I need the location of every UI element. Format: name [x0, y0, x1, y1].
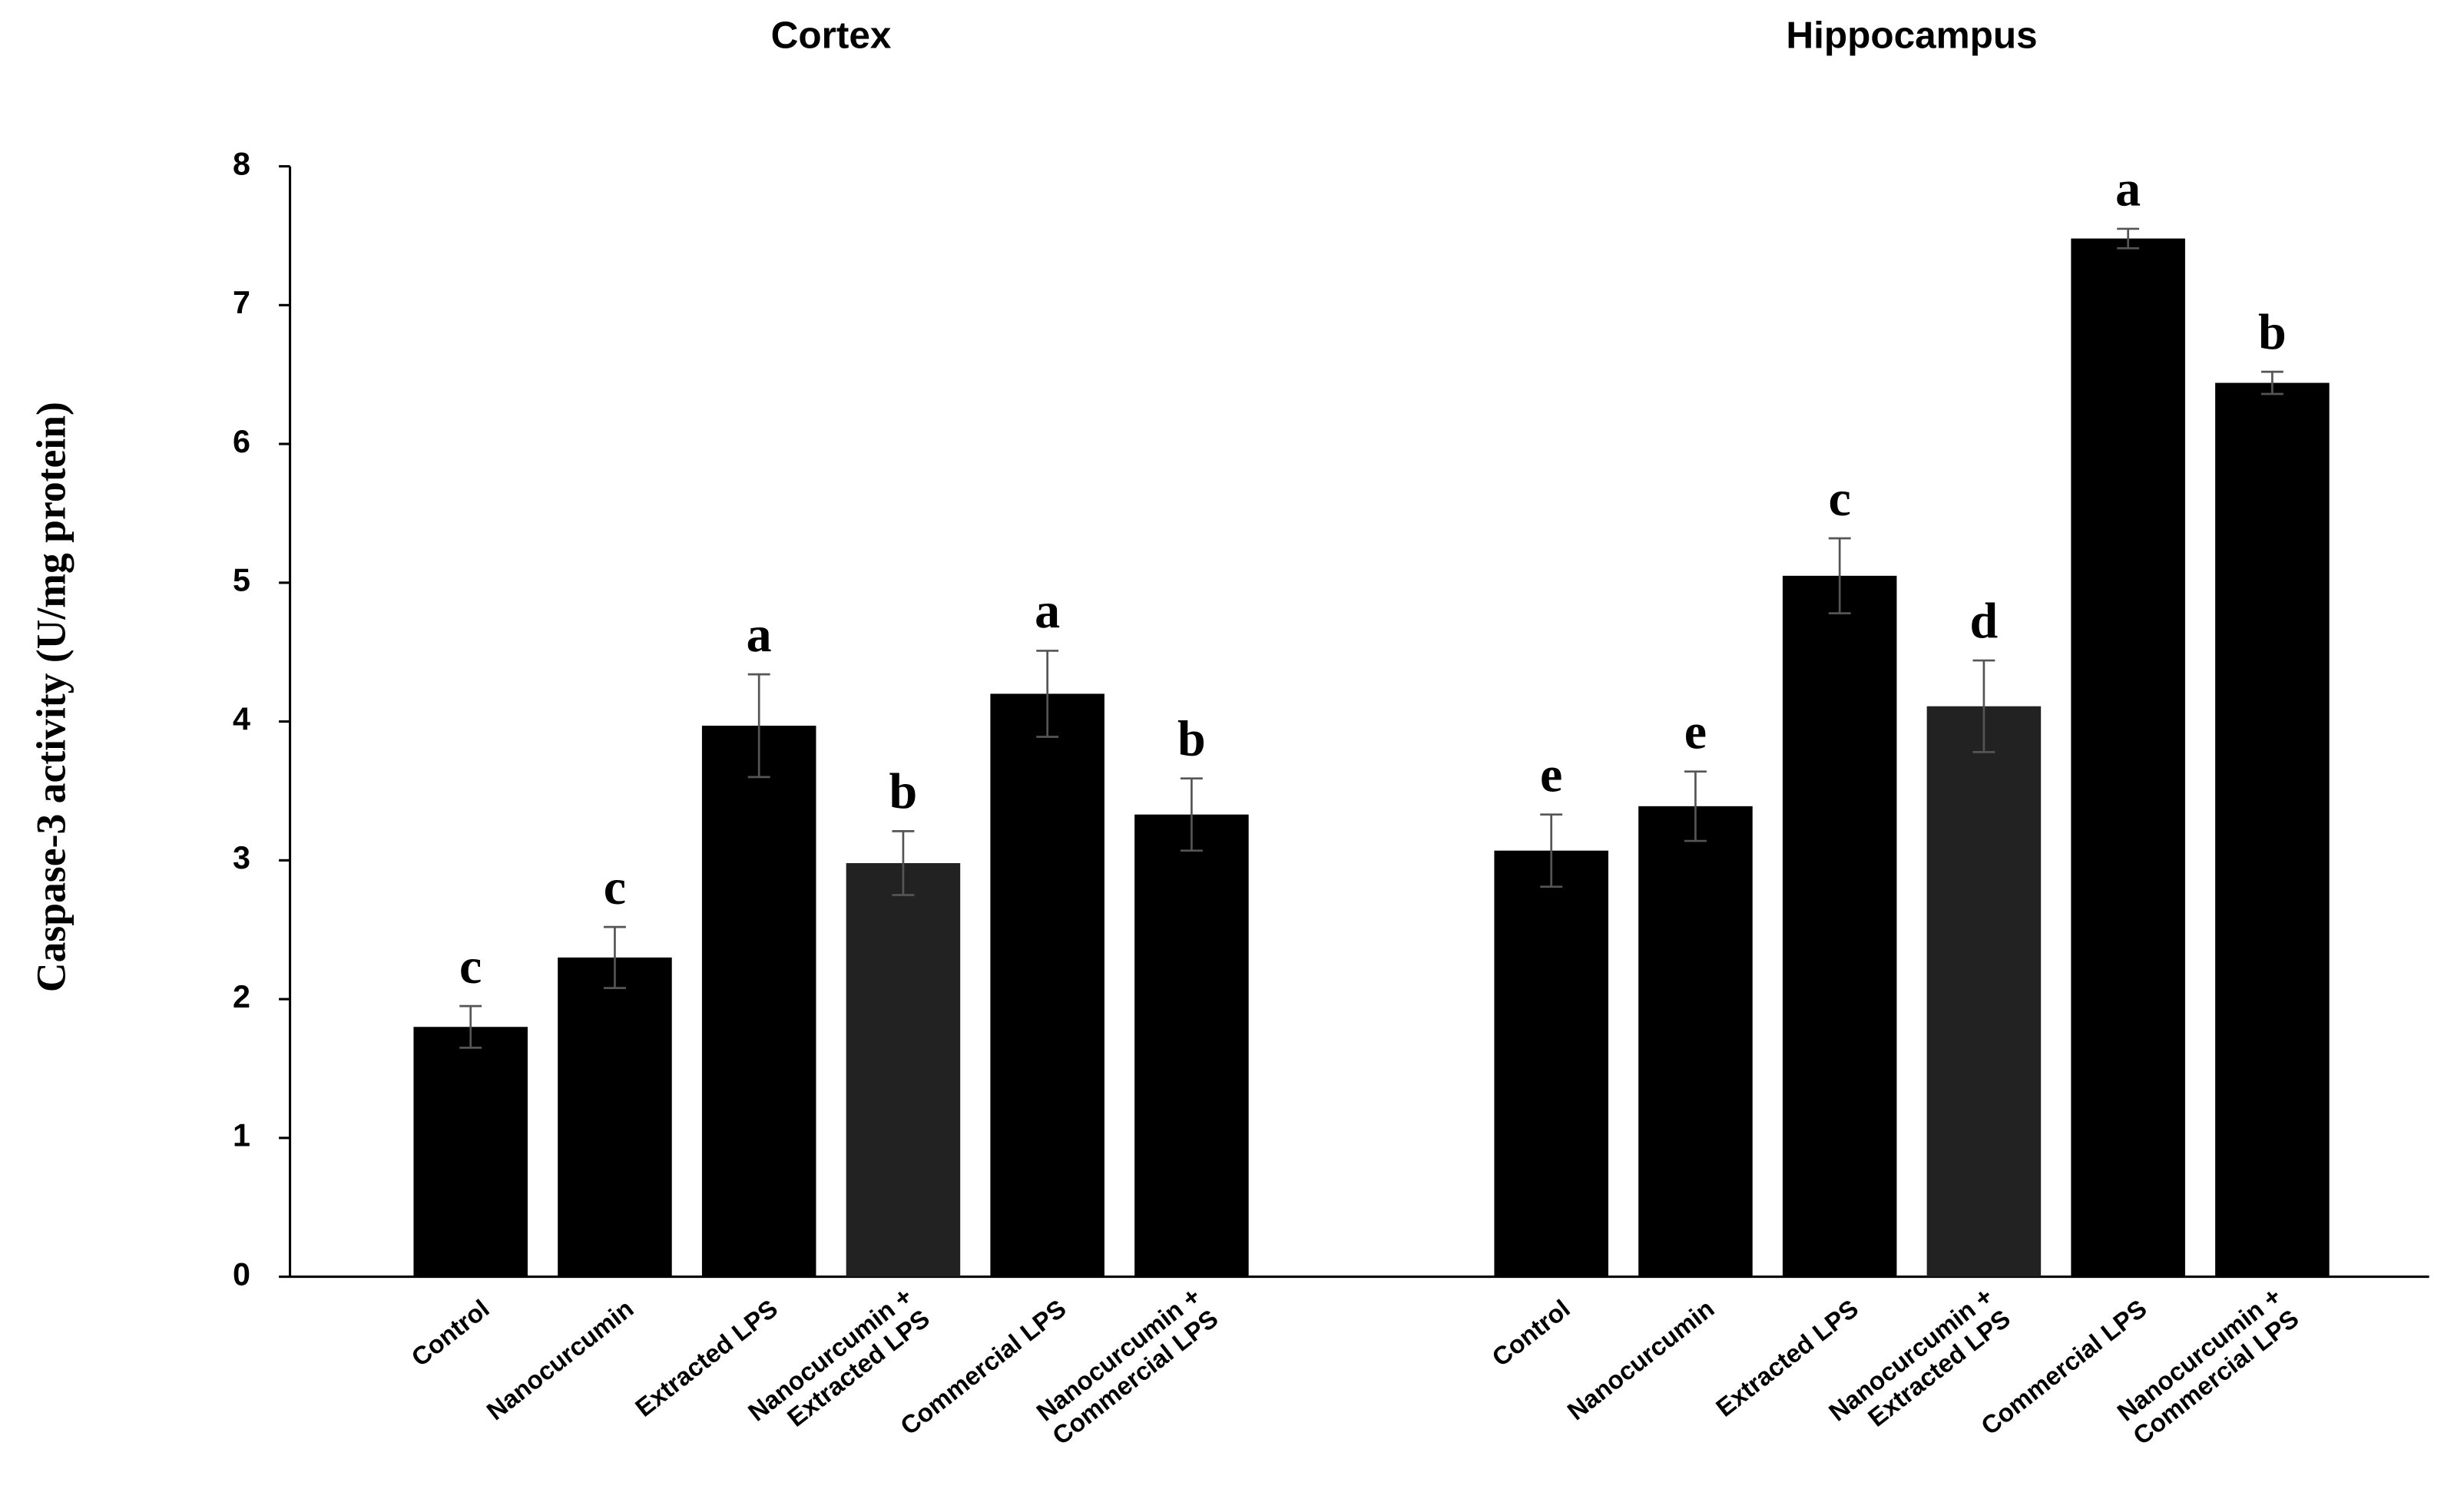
- bar: [701, 726, 816, 1277]
- significance-letter: a: [1035, 583, 1060, 639]
- significance-letter: a: [2115, 161, 2141, 217]
- bar: [990, 693, 1104, 1277]
- y-tick-label: 4: [233, 701, 250, 736]
- y-tick-label: 1: [233, 1118, 250, 1153]
- y-tick-label: 2: [233, 979, 250, 1014]
- bar: [558, 957, 672, 1277]
- bar: [1926, 706, 2042, 1277]
- significance-letter: b: [1177, 710, 1206, 766]
- y-tick-label: 8: [233, 146, 250, 181]
- significance-letter: e: [1684, 703, 1707, 759]
- bar: [1134, 814, 1249, 1277]
- y-tick-label: 0: [233, 1256, 250, 1292]
- bar: [846, 862, 961, 1277]
- significance-letter: c: [604, 859, 626, 915]
- group-title: Cortex: [771, 15, 892, 57]
- bar: [1782, 575, 1897, 1277]
- significance-letter: d: [1970, 593, 1999, 649]
- significance-letter: e: [1540, 746, 1562, 802]
- group-title: Hippocampus: [1786, 15, 2037, 57]
- bar: [413, 1027, 528, 1277]
- y-axis-label: Caspase-3 activity (U/mg protein): [28, 402, 75, 992]
- x-tick-label: Nanocurcumin: [482, 1294, 639, 1425]
- significance-letter: c: [1829, 471, 1851, 527]
- x-tick-label: Control: [406, 1294, 494, 1372]
- y-tick-label: 6: [233, 424, 250, 459]
- significance-letter: b: [889, 763, 918, 819]
- significance-letter: b: [2258, 304, 2287, 360]
- bar: [2071, 238, 2185, 1277]
- bar: [1494, 850, 1608, 1277]
- x-tick-label: Nanocurcumin: [1562, 1294, 1720, 1425]
- significance-letter: c: [459, 938, 482, 994]
- y-tick-label: 7: [233, 285, 250, 320]
- significance-letter: a: [747, 607, 772, 663]
- y-tick-label: 5: [233, 563, 250, 598]
- y-tick-label: 3: [233, 840, 250, 875]
- x-tick-label: Control: [1486, 1294, 1575, 1372]
- bar: [1638, 806, 1753, 1277]
- bar: [2215, 382, 2330, 1277]
